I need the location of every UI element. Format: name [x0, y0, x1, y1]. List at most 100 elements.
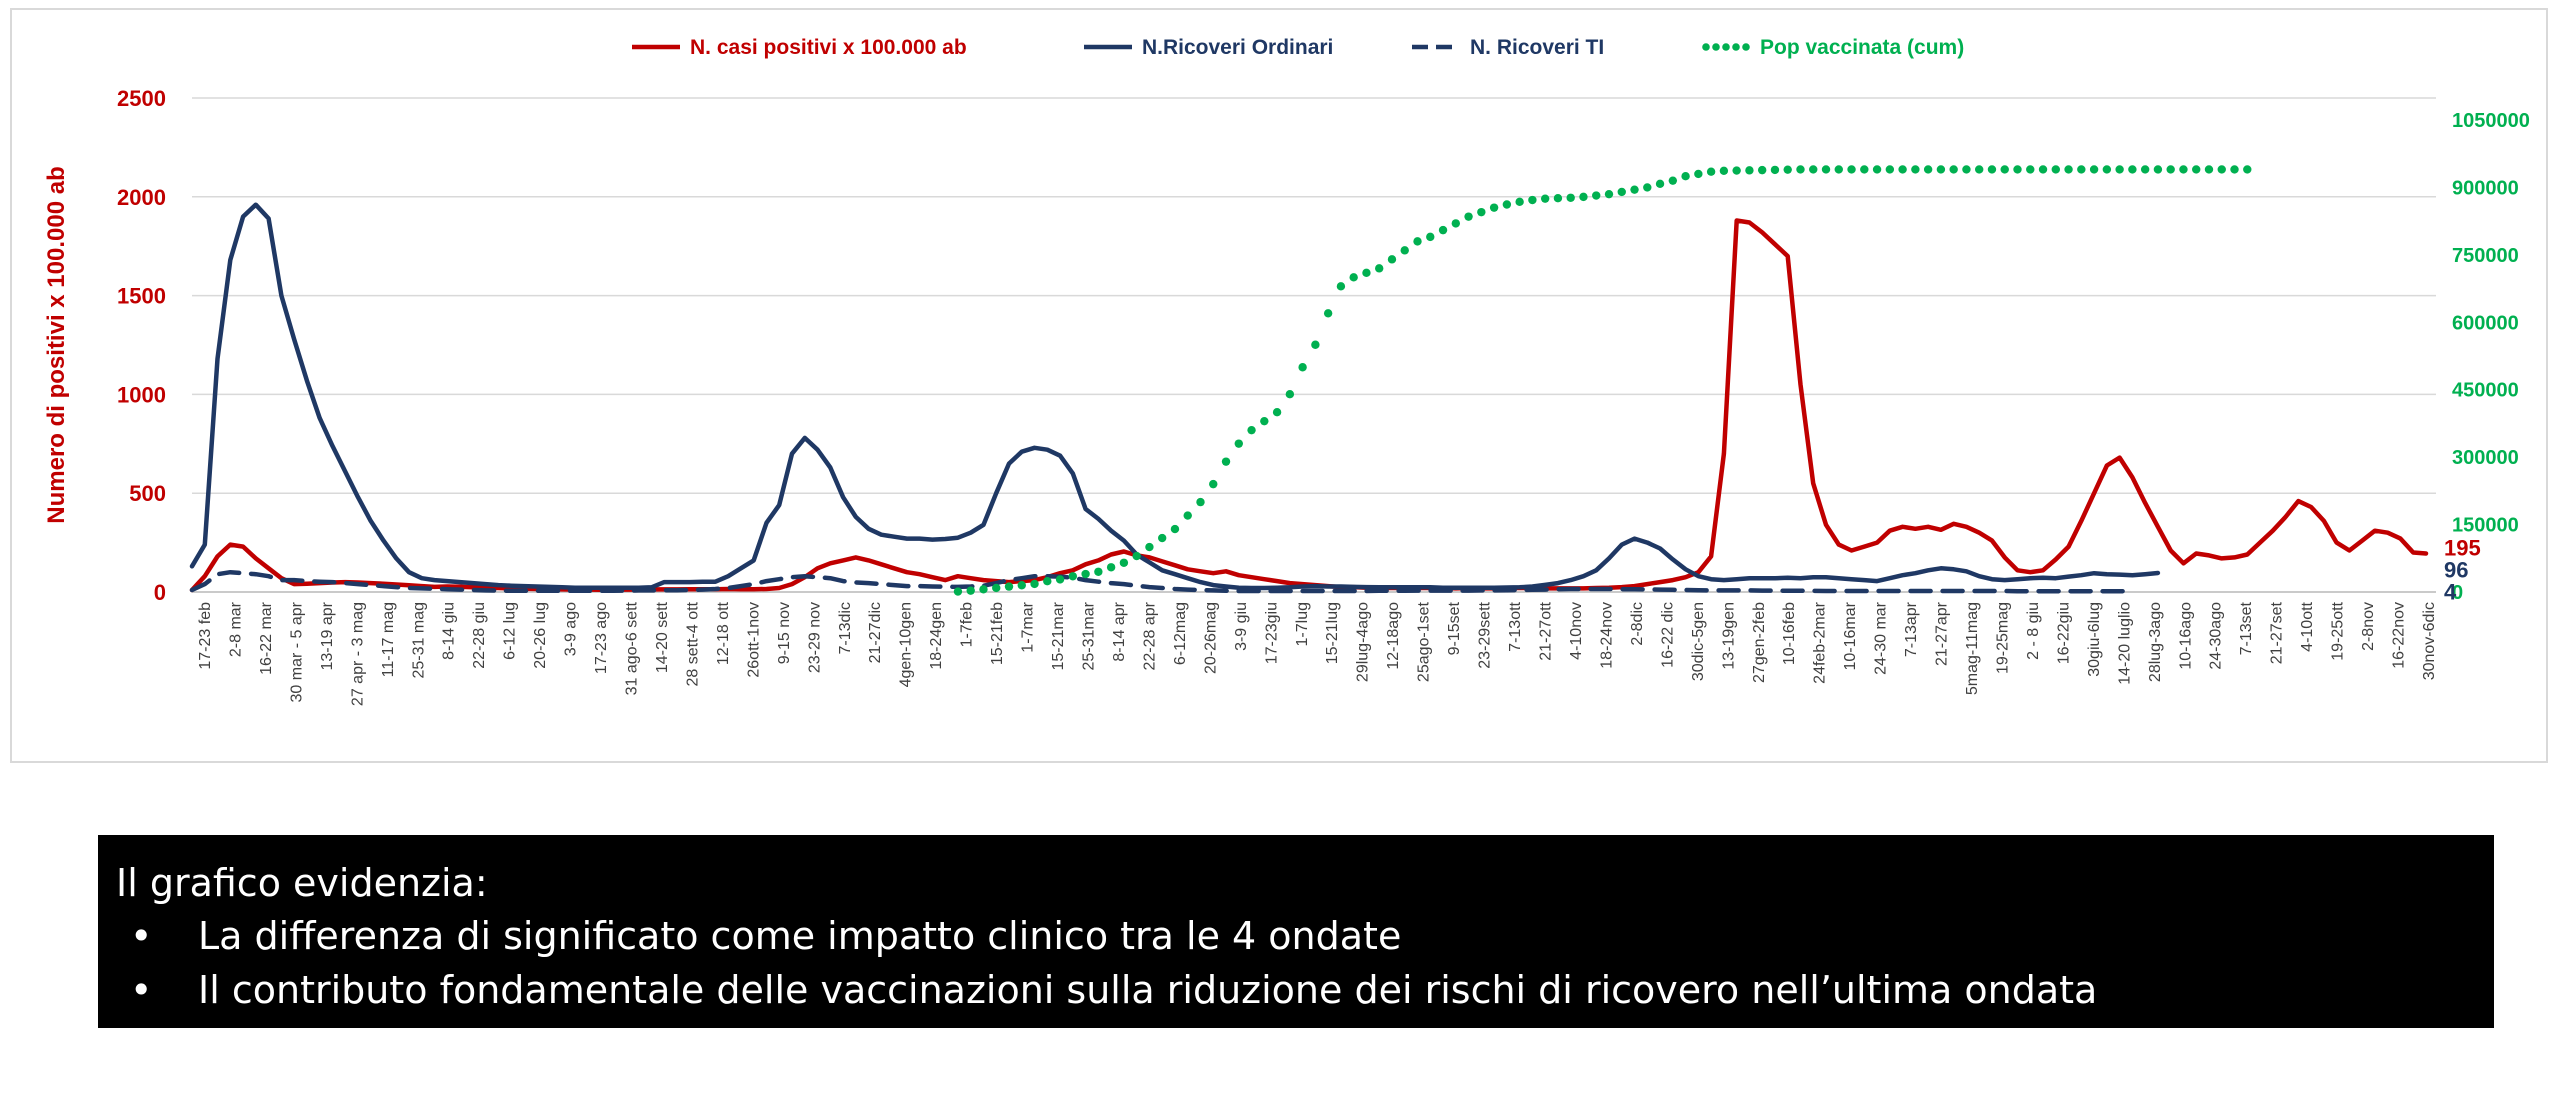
vaccinated-dot [1196, 497, 1205, 507]
info-heading: Il grafico evidenzia: [116, 861, 488, 905]
x-tick-label: 3-9 giu [1233, 602, 1250, 651]
x-tick-label: 19-25mag [1994, 602, 2011, 674]
y2-tick-label: 600000 [2452, 312, 2519, 334]
x-tick-label: 2-8nov [2360, 602, 2377, 651]
vaccinated-dot [1030, 579, 1039, 589]
x-tick-label: 13-19 apr [319, 601, 336, 670]
bullet-glyph: • [130, 968, 153, 1012]
legend-swatch [1742, 43, 1750, 51]
x-tick-label: 15-21feb [989, 602, 1006, 665]
vaccinated-dot [2064, 165, 2073, 174]
x-tick-label: 25-31mar [1081, 601, 1098, 670]
x-tick-label: 8-14 giu [441, 602, 458, 660]
x-tick-label: 21-27dic [867, 602, 884, 663]
vaccinated-dot [1681, 171, 1690, 181]
x-tick-label: 8-14 apr [1111, 601, 1128, 661]
vaccinated-dot [1643, 183, 1652, 192]
vaccinated-dot [1540, 194, 1550, 203]
vaccinated-dot [1477, 207, 1486, 217]
vaccinated-dot [1119, 558, 1129, 567]
x-tick-label: 5mag-11mag [1964, 602, 1981, 695]
vaccinated-dot [1234, 439, 1243, 448]
vaccinated-dot [1055, 575, 1065, 584]
vaccinated-dot [1260, 416, 1269, 426]
vaccinated-dot [1770, 165, 1780, 175]
info-bullet-text: La differenza di significato come impatt… [198, 914, 1402, 958]
x-tick-label: 21-27apr [1934, 601, 1951, 666]
icu-admissions-line [189, 569, 2135, 594]
vaccinated-dot [1872, 165, 1882, 174]
series-end-label: 195 [2444, 535, 2481, 560]
info-bullet-item: • Il contributo fondamentale delle vaccin… [116, 963, 2494, 1017]
x-tick-label: 17-23 feb [197, 602, 214, 670]
y-tick-label: 1000 [117, 382, 166, 407]
vaccinated-dot [1017, 581, 1026, 590]
x-tick-label: 10-16mar [1842, 601, 1859, 670]
x-tick-label: 19-25ott [2330, 601, 2347, 660]
x-tick-label: 22-28 giu [471, 602, 488, 669]
vaccinated-dot [1898, 165, 1907, 174]
vaccinated-dot [1336, 282, 1346, 291]
vaccinated-dot [1094, 567, 1103, 576]
x-tick-label: 27gen-2feb [1751, 602, 1768, 683]
x-tick-label: 2-8 mar [227, 601, 244, 657]
x-tick-label: 17-23giu [1263, 602, 1280, 664]
vaccinated-dot [953, 587, 963, 596]
vaccinated-dot [1592, 191, 1601, 200]
vaccinated-dot [1860, 165, 1869, 174]
x-tick-label: 24-30ago [2208, 602, 2225, 670]
vaccinated-dot [2166, 165, 2175, 174]
x-tick-label: 1-7feb [959, 602, 976, 647]
x-tick-label: 11-17 mag [380, 602, 397, 677]
x-tick-label: 1-7mar [1020, 601, 1037, 652]
x-tick-label: 2-8dic [1629, 602, 1646, 646]
x-tick-label: 23-29sett [1477, 601, 1494, 668]
vaccinated-dot [1706, 167, 1716, 176]
vaccinated-dot [1579, 192, 1588, 202]
vaccinated-dot [1502, 200, 1512, 209]
y2-tick-label: 0 [2452, 582, 2463, 604]
vaccinated-dot [1655, 179, 1665, 189]
vaccinated-dot [1413, 237, 1422, 246]
vaccinated-dot [1311, 340, 1320, 349]
y2-tick-label: 750000 [2452, 245, 2519, 267]
x-tick-label: 2 - 8 giu [2025, 602, 2042, 660]
vaccinated-dot [1451, 219, 1461, 228]
legend-swatch [1732, 43, 1740, 51]
y2-tick-label: 300000 [2452, 447, 2519, 469]
x-tick-label: 7-13dic [837, 602, 854, 654]
x-tick-label: 12-18ago [1385, 602, 1402, 670]
vaccinated-dot [2000, 165, 2009, 174]
vaccinated-dot [2140, 165, 2150, 174]
x-tick-label: 25-31 mag [410, 602, 427, 679]
vaccinated-dot [1489, 203, 1499, 212]
vaccinated-dot [1298, 363, 1307, 372]
legend-label: N.Ricoveri Ordinari [1142, 36, 1333, 59]
ordinary-admissions-line [189, 202, 2161, 591]
vaccinated-dot [1987, 165, 1997, 174]
line-chart: 0 500 1000 1500 2000 2500 0 150000 300000 450000 6… [43, 36, 2530, 706]
vaccinated-dot [1975, 165, 1984, 174]
vaccinated-dot [1387, 255, 1397, 264]
x-tick-label: 20-26mag [1202, 602, 1219, 674]
vaccinated-dot [1362, 268, 1371, 278]
x-tick-label: 15-21mar [1050, 601, 1067, 670]
x-tick-label: 31 ago-6 sett [624, 601, 641, 695]
vaccinated-dot [1323, 309, 1333, 318]
x-tick-label: 29lug-4ago [1355, 602, 1372, 682]
vaccinated-dot [1349, 273, 1358, 282]
vaccinated-dot [2115, 165, 2124, 174]
vaccinated-dot [2128, 165, 2137, 174]
vaccinated-dot [2102, 165, 2112, 174]
vaccinated-dot [2038, 165, 2048, 174]
x-tick-label: 6-12 lug [502, 602, 519, 660]
x-tick-label: 22-28 apr [1141, 601, 1158, 670]
x-tick-label: 26ott-1nov [745, 602, 762, 678]
vaccinated-dot [1170, 524, 1180, 534]
vaccinated-dot [2217, 165, 2226, 174]
vaccinated-dot [2089, 165, 2099, 174]
vaccinated-dot [1438, 225, 1448, 235]
vaccinated-dot [1400, 246, 1409, 255]
x-tick-label: 16-22 dic [1659, 602, 1676, 668]
